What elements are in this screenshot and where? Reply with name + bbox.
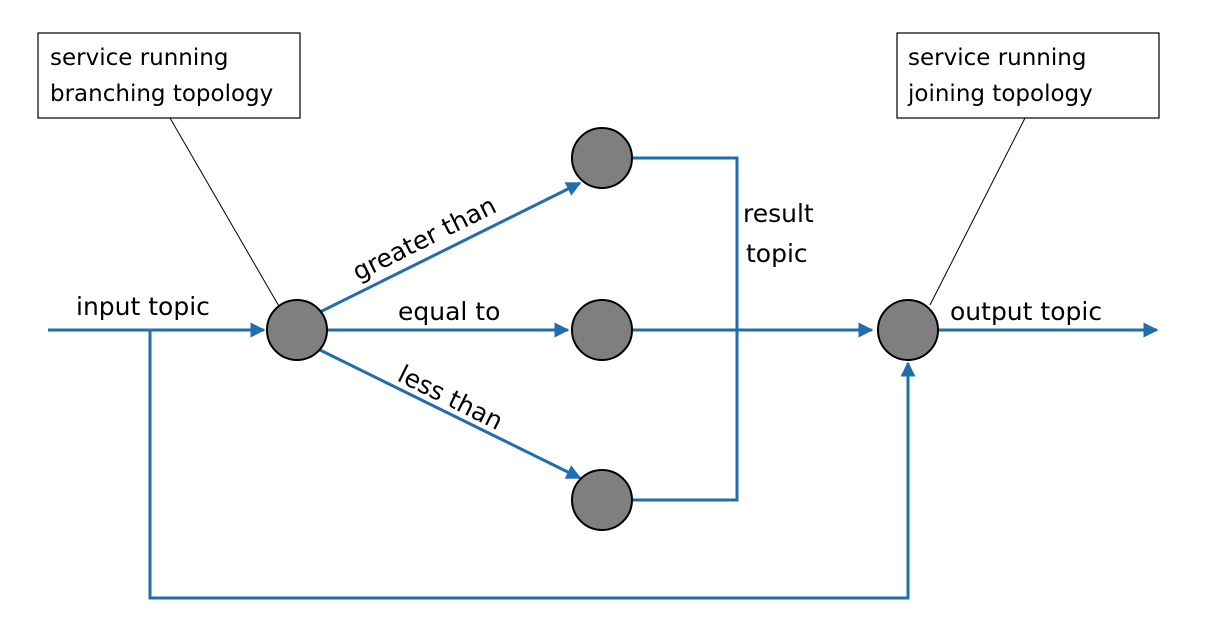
output-topic-label: output topic [950, 297, 1102, 326]
joining-note-box [896, 32, 1160, 119]
less-than-node [571, 469, 633, 531]
joining-node [877, 299, 939, 361]
joining-callout-line [929, 117, 1026, 306]
joining-note: service running joining topology [896, 32, 1160, 119]
joining-note-line1: service running [908, 45, 1086, 71]
less-than-label: less than [393, 359, 507, 435]
greater-than-label: greater than [348, 191, 501, 287]
greater-than-edge [319, 181, 582, 314]
branching-note-line2: branching topology [50, 81, 273, 107]
input-topic-label: input topic [76, 292, 210, 321]
result-topic-label-line2: topic [746, 239, 808, 268]
equal-to-node [571, 299, 633, 361]
branching-note-box [37, 32, 301, 119]
branching-callout-line [169, 117, 281, 309]
result-topic-label-line1: result [743, 199, 814, 228]
greater-than-node [571, 127, 633, 189]
less-than-edge [319, 348, 582, 480]
branching-note: service running branching topology [37, 32, 301, 119]
input-bypass-edge [148, 330, 916, 600]
branching-note-line1: service running [50, 45, 228, 71]
branching-node [266, 299, 328, 361]
joining-note-line2: joining topology [907, 81, 1093, 107]
equal-to-label: equal to [398, 297, 500, 326]
